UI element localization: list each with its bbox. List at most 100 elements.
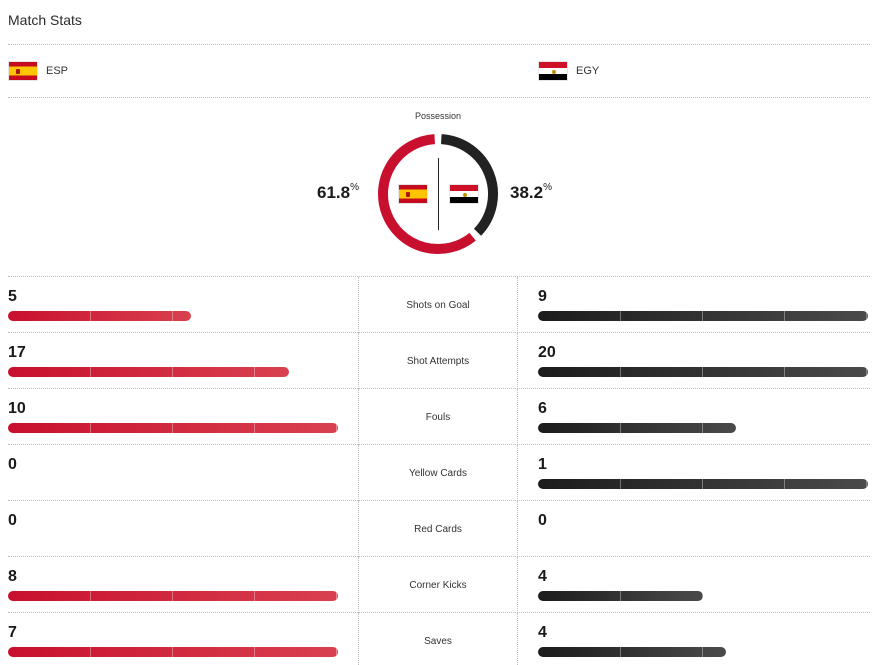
column-divider [358, 501, 359, 557]
bar-segment-divider [620, 311, 621, 321]
home-stat-track [8, 535, 338, 545]
bar-segment-divider [90, 423, 91, 433]
stat-label: Fouls [425, 412, 451, 423]
column-divider [517, 613, 518, 665]
home-stat-track [8, 591, 338, 601]
home-stat-value: 0 [8, 456, 17, 473]
away-stat-track [538, 423, 868, 433]
spain-flag-icon [398, 184, 428, 204]
bar-segment-divider [172, 311, 173, 321]
bar-segment-divider [620, 423, 621, 433]
divider [8, 97, 870, 98]
away-stat-track [538, 647, 868, 657]
column-divider [517, 389, 518, 445]
stat-label: Corner Kicks [409, 580, 467, 591]
home-team-code: ESP [46, 65, 69, 77]
bar-segment-divider [172, 647, 173, 657]
bar-segment-divider [90, 367, 91, 377]
away-stat-track [538, 535, 868, 545]
stat-row: 0 Yellow Cards 1 [8, 444, 870, 501]
home-stat-value: 17 [8, 344, 26, 361]
home-stat-track [8, 367, 338, 377]
away-stat-value: 20 [538, 344, 556, 361]
bar-segment-divider [866, 479, 867, 489]
bar-segment-divider [620, 367, 621, 377]
bar-segment-divider [702, 423, 703, 433]
bar-segment-divider [702, 311, 703, 321]
column-divider [517, 277, 518, 333]
bar-segment-divider [702, 591, 703, 601]
away-stat-value: 9 [538, 288, 547, 305]
possession-arc-home [378, 134, 476, 254]
bar-segment-divider [620, 647, 621, 657]
away-stat-bar [538, 367, 868, 377]
bar-segment-divider [172, 423, 173, 433]
bar-segment-divider [336, 423, 337, 433]
column-divider [358, 557, 359, 613]
bar-segment-divider [702, 479, 703, 489]
bar-segment-divider [90, 591, 91, 601]
bar-segment-divider [254, 647, 255, 657]
stat-row: 8 Corner Kicks 4 [8, 556, 870, 613]
home-stat-value: 7 [8, 624, 17, 641]
stat-row: 5 Shots on Goal 9 [8, 276, 870, 333]
away-team-header: EGY [538, 61, 599, 81]
column-divider [358, 333, 359, 389]
stat-row: 10 Fouls 6 [8, 388, 870, 445]
spain-flag-icon [8, 61, 38, 81]
bar-segment-divider [784, 479, 785, 489]
possession-label: Possession [414, 111, 462, 121]
column-divider [358, 613, 359, 665]
stat-label: Shot Attempts [406, 356, 470, 367]
away-stat-value: 4 [538, 624, 547, 641]
away-team-code: EGY [576, 65, 600, 77]
home-stat-value: 5 [8, 288, 17, 305]
bar-segment-divider [784, 311, 785, 321]
away-stat-bar [538, 479, 868, 489]
home-stat-value: 8 [8, 568, 17, 585]
stats-table: 5 Shots on Goal 9 17 Shot Attempts 20 10 Fouls 6… [8, 276, 870, 665]
bar-segment-divider [172, 367, 173, 377]
stat-label: Shots on Goal [406, 300, 470, 311]
away-stat-value: 6 [538, 400, 547, 417]
column-divider [358, 445, 359, 501]
away-stat-bar [538, 423, 736, 433]
home-stat-value: 10 [8, 400, 26, 417]
away-stat-value: 0 [538, 512, 547, 529]
possession-arc-away [440, 134, 498, 236]
bar-segment-divider [620, 591, 621, 601]
bar-segment-divider [254, 423, 255, 433]
home-team-header: ESP [8, 61, 68, 81]
possession-donut-chart [378, 134, 498, 254]
home-stat-bar [8, 367, 289, 377]
home-stat-bar [8, 423, 338, 433]
away-stat-track [538, 311, 868, 321]
stat-label: Yellow Cards [409, 468, 467, 479]
column-divider [517, 501, 518, 557]
column-divider [358, 277, 359, 333]
home-stat-track [8, 479, 338, 489]
away-possession-value: 38.2% [510, 182, 552, 202]
home-stat-track [8, 647, 338, 657]
stat-label: Saves [424, 636, 452, 647]
home-stat-value: 0 [8, 512, 17, 529]
stat-row: 0 Red Cards 0 [8, 500, 870, 557]
bar-segment-divider [90, 311, 91, 321]
possession-divider [438, 158, 439, 230]
away-stat-bar [538, 647, 726, 657]
bar-segment-divider [254, 591, 255, 601]
egypt-flag-icon [449, 184, 479, 204]
column-divider [517, 557, 518, 613]
away-stat-track [538, 367, 868, 377]
away-stat-value: 1 [538, 456, 547, 473]
home-stat-track [8, 311, 338, 321]
bar-segment-divider [254, 367, 255, 377]
page-title: Match Stats [8, 12, 82, 28]
away-stat-bar [538, 311, 868, 321]
column-divider [517, 333, 518, 389]
bar-segment-divider [336, 647, 337, 657]
bar-segment-divider [172, 591, 173, 601]
away-stat-value: 4 [538, 568, 547, 585]
bar-segment-divider [90, 647, 91, 657]
away-stat-track [538, 479, 868, 489]
